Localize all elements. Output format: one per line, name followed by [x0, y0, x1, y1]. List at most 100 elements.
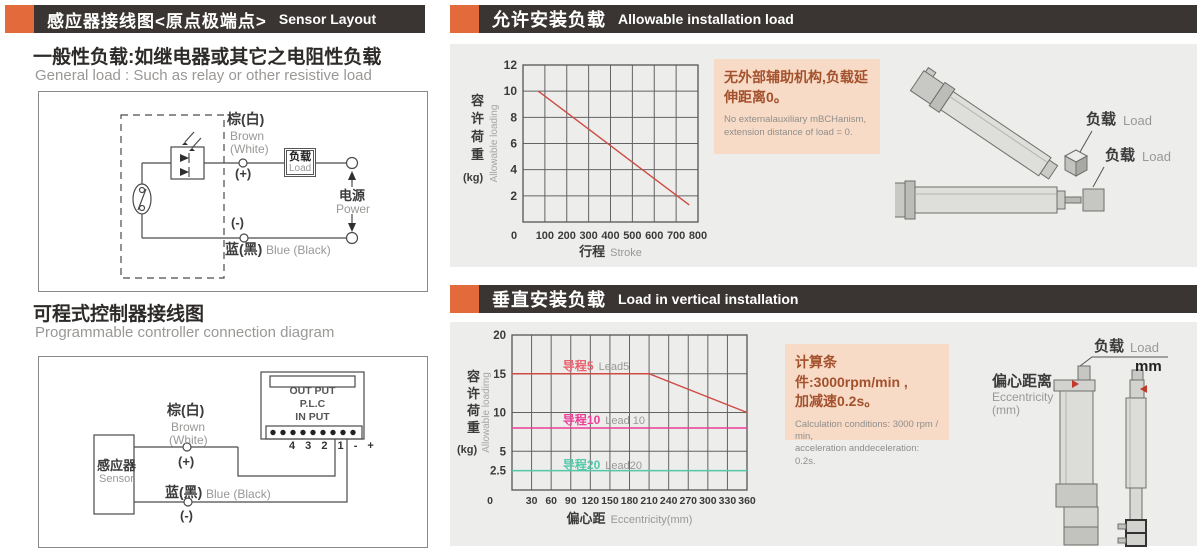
load-symbol-box: 负载 Load: [284, 148, 317, 178]
wire-label-minus: (-): [231, 215, 244, 230]
load-label-en: Load: [289, 163, 312, 175]
general-load-title-en: General load : Such as relay or other re…: [35, 67, 372, 84]
circuit2-linework: [93, 371, 365, 515]
wire-label-brown-zh: 棕(白): [227, 111, 265, 127]
svg-text:500: 500: [623, 230, 641, 242]
svg-text:15: 15: [493, 369, 506, 381]
actuator-drawing: [1053, 356, 1168, 547]
sensor-label-en: Sensor: [99, 473, 134, 485]
svg-text:0: 0: [487, 495, 493, 507]
header-title-en: Allowable installation load: [618, 11, 794, 27]
general-load-title-zh: 一般性负载:如继电器或其它之电阻性负载: [33, 47, 382, 68]
svg-text:330: 330: [719, 495, 737, 507]
circuit-diagram-plc: OUT PUT P.L.C IN PUT 4 3 2 1 - + 棕(白) Br…: [38, 356, 428, 548]
svg-text:20: 20: [493, 330, 506, 342]
header-title-zh: 感应器接线图<原点极端点>: [47, 11, 267, 31]
section-header-allowable-load: 允许安装负载 Allowable installation load: [450, 5, 1197, 33]
wire-label-plus: (+): [235, 166, 252, 181]
wire2-label-brown-zh: 棕(白): [167, 402, 205, 418]
header-title-en: Load in vertical installation: [618, 291, 799, 307]
sensor-label-zh: 感应器: [97, 458, 137, 473]
actuator-illustration-horizontal: 负载 Load 负载 Load: [878, 55, 1197, 250]
note-zh: 无外部辅助机构,负载延伸距离0。: [724, 69, 868, 105]
actuator-illustration-vertical: 负载 Load mm 偏心距离 Eccentricity (mm): [980, 330, 1198, 548]
plc-title-en: Programmable controller connection diagr…: [35, 324, 335, 341]
svg-text:200: 200: [558, 230, 576, 242]
wire-label-brown-en1: Brown: [230, 129, 265, 143]
wire2-label-minus: (-): [180, 508, 193, 523]
header-bar: 垂直安装负载 Load in vertical installation: [479, 285, 1197, 313]
svg-text:120: 120: [582, 495, 600, 507]
header-accent-square: [450, 285, 479, 313]
svg-text:180: 180: [621, 495, 639, 507]
svg-text:容: 容: [470, 93, 484, 108]
plc-text-input: IN PUT: [295, 411, 330, 423]
svg-text:(kg): (kg): [457, 444, 478, 456]
wire2-label-brown-en1: Brown: [171, 420, 206, 434]
svg-text:重: 重: [467, 420, 480, 435]
wire-label-brown-en2: (White): [230, 142, 269, 156]
svg-text:重: 重: [471, 147, 484, 162]
svg-text:容: 容: [466, 369, 480, 384]
svg-text:360: 360: [738, 495, 756, 507]
header-title-en: Sensor Layout: [278, 11, 377, 27]
svg-text:Allowable loading: Allowable loading: [489, 105, 500, 183]
note-en-line1: No externalauxiliary mBCHanism,: [724, 114, 867, 126]
svg-text:许: 许: [471, 111, 484, 126]
circuit-diagram-general-load: 棕(白) Brown (White) (+) 负载 Load 电源 Power …: [38, 91, 428, 292]
illus-ecc-en2: (mm): [992, 403, 1020, 417]
section-header-sensor-layout: 感应器接线图<原点极端点> Sensor Layout: [5, 5, 425, 33]
svg-text:Allowable loadimg: Allowable loadimg: [481, 372, 492, 453]
svg-text:10: 10: [493, 408, 506, 420]
svg-text:4: 4: [510, 163, 517, 177]
svg-text:270: 270: [679, 495, 697, 507]
note-en-line2: extension distance of load = 0.: [724, 126, 853, 138]
svg-text:荷: 荷: [470, 129, 484, 144]
power-label-zh: 电源: [339, 188, 366, 203]
svg-text:90: 90: [565, 495, 577, 507]
note-en: No externalauxiliary mBCHanism, extensio…: [724, 114, 872, 139]
wire2-label-plus: (+): [178, 454, 195, 469]
svg-text:600: 600: [645, 230, 663, 242]
illus-ecc-en1: Eccentricity: [992, 390, 1054, 404]
load-label-zh: 负载: [289, 151, 312, 163]
red-arrow-icon: [1140, 385, 1147, 393]
illus-load1-en: Load: [1123, 113, 1152, 128]
header-title-zh: 垂直安装负载: [492, 290, 606, 310]
illus-load1-zh: 负载: [1086, 111, 1117, 128]
note-en-line1: Calculation conditions: 3000 rpm / min,: [795, 418, 939, 443]
illus-mm-label: mm: [1135, 358, 1162, 375]
note-zh-line1: 计算条件:3000rpm/min ,: [795, 354, 908, 390]
red-arrow-icon: [1072, 380, 1079, 388]
circuit1-linework: [120, 114, 359, 279]
svg-text:700: 700: [667, 230, 685, 242]
header-accent-square: [5, 5, 34, 33]
svg-text:12: 12: [504, 58, 518, 72]
svg-text:5: 5: [500, 446, 507, 458]
svg-text:210: 210: [640, 495, 658, 507]
illus-ecc-zh: 偏心距离: [992, 373, 1053, 390]
illus-load2-zh: 负载: [1105, 147, 1136, 164]
header-bar: 感应器接线图<原点极端点> Sensor Layout: [34, 5, 425, 33]
svg-text:800: 800: [689, 230, 707, 242]
actuator-drawing: [878, 66, 1105, 220]
svg-text:60: 60: [545, 495, 557, 507]
svg-text:300: 300: [579, 230, 597, 242]
svg-text:30: 30: [526, 495, 538, 507]
plc-title-zh: 可程式控制器接线图: [33, 304, 205, 325]
svg-text:400: 400: [601, 230, 619, 242]
illus-vload-zh: 负载: [1094, 338, 1125, 355]
wire2-label-blue-zh: 蓝(黑): [165, 484, 203, 500]
plc-terminal-numbers: 4 3 2 1 - +: [289, 440, 378, 452]
eccentricity-load-chart: 0 30 60 90 120 150 180 210 240 270 300 330 360 2.5 5 10…: [457, 330, 756, 526]
note-box-horizontal: 无外部辅助机构,负载延伸距离0。 No externalauxiliary mB…: [714, 59, 880, 154]
svg-text:150: 150: [601, 495, 619, 507]
wire2-label-brown-en2: (White): [169, 433, 208, 447]
wire2-label-blue-en: Blue (Black): [206, 487, 271, 501]
